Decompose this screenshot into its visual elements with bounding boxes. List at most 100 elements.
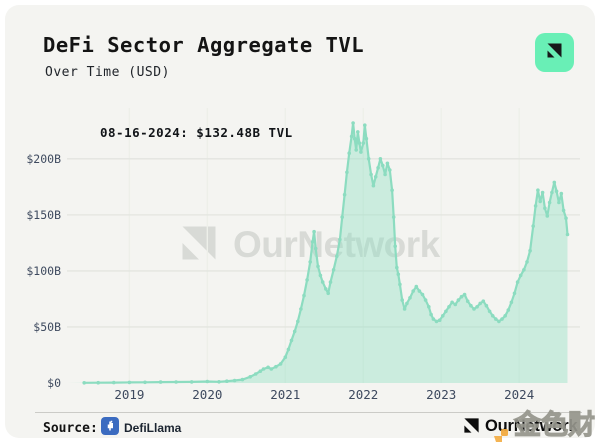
data-point — [369, 172, 373, 177]
x-tick-label: 2024 — [504, 387, 534, 402]
data-point — [338, 237, 342, 242]
data-point — [217, 380, 221, 384]
data-point — [525, 260, 529, 264]
data-point — [354, 148, 359, 152]
data-point — [484, 303, 489, 308]
data-point — [318, 273, 323, 278]
data-point — [450, 300, 454, 305]
ournetwork-footer-icon — [462, 416, 481, 439]
data-point — [481, 299, 486, 303]
y-tick-label: $200B — [26, 152, 61, 166]
data-point — [376, 166, 380, 170]
data-point — [512, 291, 517, 296]
data-point — [531, 224, 535, 228]
data-point — [261, 367, 266, 371]
data-point — [456, 298, 461, 302]
data-point — [274, 364, 278, 369]
data-point — [189, 380, 194, 384]
data-point — [538, 199, 542, 204]
data-point — [545, 214, 550, 218]
data-point — [349, 134, 354, 139]
data-point — [373, 175, 378, 179]
data-point — [278, 362, 283, 366]
data-point — [475, 305, 479, 309]
data-point — [515, 280, 520, 284]
page-subtitle: Over Time (USD) — [45, 65, 170, 80]
data-point — [506, 308, 511, 312]
data-point — [312, 229, 316, 234]
data-point — [143, 380, 147, 385]
data-point — [352, 136, 357, 141]
data-point — [269, 367, 274, 371]
chart-area: $0 $50B $100B $150B $200B 2019 2020 2021 2022 202… — [5, 100, 600, 410]
data-point — [347, 151, 352, 155]
data-point — [340, 215, 345, 219]
data-point — [533, 204, 538, 208]
tvl-area-chart: $0 $50B $100B $150B $200B 2019 2020 2021 2022 202… — [26, 108, 580, 402]
data-point — [564, 216, 568, 220]
data-point — [96, 380, 100, 385]
data-point — [240, 377, 245, 382]
x-tick-label: 2020 — [192, 387, 222, 402]
data-point — [547, 200, 552, 205]
data-point — [565, 232, 570, 237]
data-point — [559, 191, 564, 196]
ournetwork-footer-label: OurNetwork — [485, 417, 578, 435]
latest-value-annotation: 08-16-2024: $132.48B TVL — [100, 125, 293, 140]
data-point — [258, 369, 263, 374]
data-point — [462, 292, 467, 297]
data-point — [408, 296, 412, 300]
x-tick-label: 2022 — [348, 387, 378, 402]
data-point — [310, 240, 315, 244]
data-point — [550, 190, 554, 195]
data-point — [528, 248, 532, 253]
data-point — [302, 293, 306, 298]
jinse-watermark: 金色财经 — [486, 403, 596, 442]
data-point — [371, 183, 376, 188]
data-point — [427, 305, 431, 309]
data-point — [313, 246, 318, 251]
data-point — [490, 314, 495, 318]
source-name: DefiLlama — [124, 421, 182, 435]
data-point — [359, 150, 363, 154]
data-point — [441, 314, 445, 318]
data-point — [232, 378, 237, 383]
data-point — [388, 168, 392, 172]
data-point — [335, 254, 339, 259]
data-point — [395, 265, 399, 270]
data-point — [305, 278, 309, 282]
data-point — [378, 157, 383, 161]
data-point — [398, 282, 402, 287]
data-point — [289, 338, 294, 343]
page-title: DeFi Sector Aggregate TVL — [43, 33, 365, 57]
data-point — [127, 380, 132, 385]
data-point — [225, 379, 229, 384]
data-point — [420, 292, 425, 297]
source-label: Source: — [43, 421, 98, 436]
data-point — [391, 215, 396, 219]
data-point — [437, 318, 442, 322]
data-point — [292, 329, 297, 334]
data-point — [283, 355, 288, 359]
data-point — [366, 157, 371, 161]
data-point — [248, 375, 252, 379]
data-point — [434, 319, 439, 324]
data-point — [509, 300, 514, 305]
data-point — [554, 189, 559, 194]
data-point — [324, 287, 328, 291]
data-point — [543, 206, 547, 210]
data-point — [518, 273, 523, 278]
data-point — [174, 380, 178, 384]
x-tick-label: 2019 — [114, 387, 144, 402]
data-point — [503, 314, 508, 318]
data-point — [405, 301, 409, 306]
data-point — [478, 301, 483, 306]
data-point — [320, 280, 325, 284]
ournetwork-logo-tile — [535, 33, 574, 72]
data-point — [540, 190, 545, 195]
data-point — [82, 381, 86, 385]
data-point — [363, 123, 367, 127]
data-point — [357, 141, 362, 145]
data-point — [342, 192, 347, 197]
x-tick-label: 2021 — [270, 387, 300, 402]
